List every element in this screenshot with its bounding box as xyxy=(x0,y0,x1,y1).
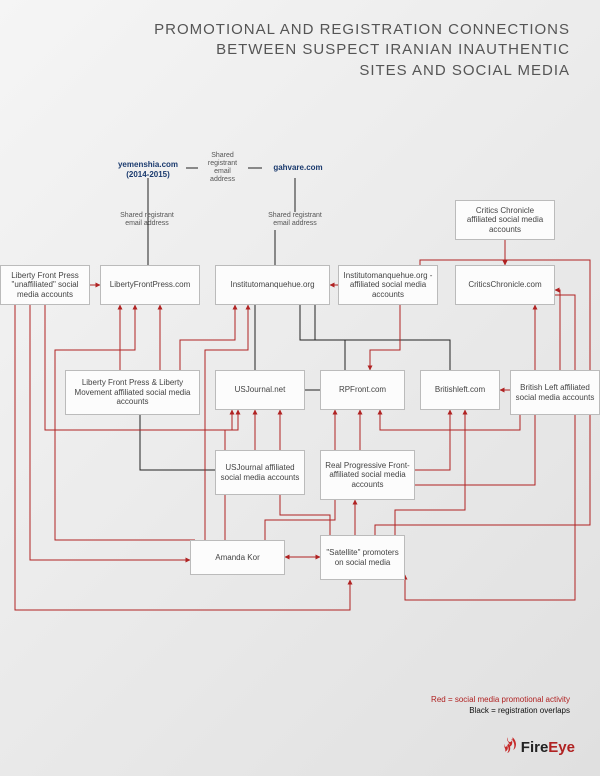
edge-rpf_acc-britishleft xyxy=(415,410,450,470)
node-usj_acc: USJournal affiliated social media accoun… xyxy=(215,450,305,495)
link-label-shared-email-top: Sharedregistrantemailaddress xyxy=(195,152,250,184)
node-lfp_site: LibertyFrontPress.com xyxy=(100,265,200,305)
node-lfp_unaff: Liberty Front Press "unaffiliated" socia… xyxy=(0,265,90,305)
logo-text-pre: Fire xyxy=(521,739,549,756)
node-bl_acc: British Left affiliated social media acc… xyxy=(510,370,600,415)
edge-critics_site-down xyxy=(405,295,575,600)
node-britishleft: Britishleft.com xyxy=(420,370,500,410)
edge-lfp_unaff-amanda2 xyxy=(30,305,190,560)
flame-icon xyxy=(499,736,517,758)
edge-bl_acc-critics_site xyxy=(555,290,560,370)
node-critics_site: CriticsChronicle.com xyxy=(455,265,555,305)
edge-britishleft-instituto xyxy=(315,305,450,370)
edge-lfp_lm_acc-instituto xyxy=(180,305,235,370)
node-rpfront: RPFront.com xyxy=(320,370,405,410)
node-amanda: Amanda Kor xyxy=(190,540,285,575)
edge-amanda-lfp_site3 xyxy=(55,305,195,540)
node-critics_acc: Critics Chronicle affiliated social medi… xyxy=(455,200,555,240)
top-label-yemenshia: yemenshia.com(2014-2015) xyxy=(108,160,188,179)
node-instituto_acc: Institutomanquehue.org - affiliated soci… xyxy=(338,265,438,305)
node-rpf_acc: Real Progressive Front-affiliated social… xyxy=(320,450,415,500)
node-lfp_lm_acc: Liberty Front Press & Liberty Movement a… xyxy=(65,370,200,415)
logo-text-post: Eye xyxy=(548,739,575,756)
top-label-gahvare: gahvare.com xyxy=(263,163,333,173)
node-satellite: "Satellite" promoters on social media xyxy=(320,535,405,580)
node-instituto: Institutomanquehue.org xyxy=(215,265,330,305)
link-label-shared-email-left: Shared registrantemail address xyxy=(107,212,187,228)
edge-instituto_acc-rpfront xyxy=(370,305,400,370)
fireeye-logo: FireEye xyxy=(499,736,575,758)
legend-black: Black = registration overlaps xyxy=(431,705,570,716)
edge-rpfront-instituto xyxy=(300,305,345,370)
edge-usj_acc-lfp_lm xyxy=(140,415,215,470)
legend-red: Red = social media promotional activity xyxy=(431,694,570,705)
node-usjournal: USJournal.net xyxy=(215,370,305,410)
link-label-shared-email-mid: Shared registrantemail address xyxy=(255,212,335,228)
legend: Red = social media promotional activity … xyxy=(431,694,570,716)
